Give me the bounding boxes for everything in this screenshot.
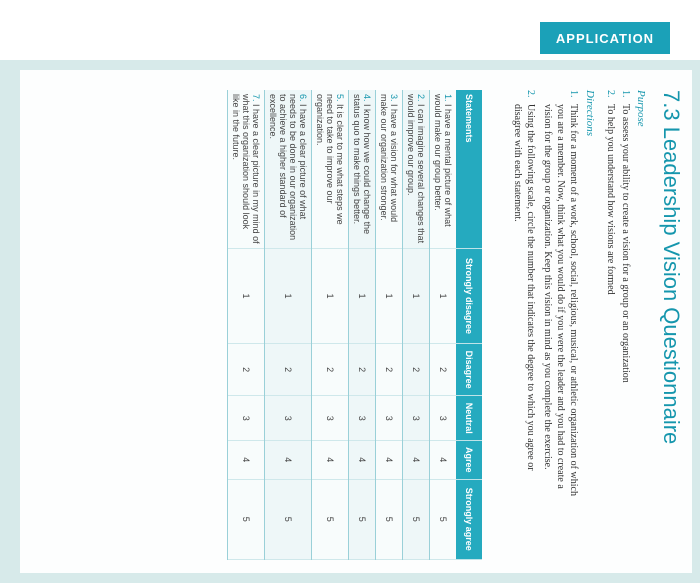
scale-option[interactable]: 5 bbox=[227, 479, 265, 560]
scale-option[interactable]: 4 bbox=[402, 440, 430, 480]
statement-text: It is clear to me what steps we need to … bbox=[315, 94, 345, 225]
column-header: Strongly disagree bbox=[456, 248, 482, 344]
statement-text: I have a mental picture of what would ma… bbox=[433, 94, 453, 227]
questionnaire-sheet: 7.3 Leadership Vision Questionnaire Purp… bbox=[20, 70, 692, 573]
purpose-number: 1. bbox=[620, 90, 631, 98]
column-header: Agree bbox=[456, 440, 482, 480]
directions-line: vision for the group or organization. Ke… bbox=[542, 90, 553, 470]
purpose-item: 2. To help you understand how visions are… bbox=[605, 90, 616, 295]
directions-text: disagree with each statement. bbox=[512, 104, 523, 222]
statement-cell: 6. I have a clear picture of what needs … bbox=[264, 90, 312, 249]
directions-line: you are a member. Now, think what you wo… bbox=[555, 90, 566, 489]
statement-number: 6. bbox=[298, 94, 308, 102]
scale-option[interactable]: 1 bbox=[311, 248, 349, 344]
purpose-text: To help you understand how visions are f… bbox=[605, 104, 616, 295]
column-header: Strongly agree bbox=[456, 479, 482, 560]
statement-number: 4. bbox=[362, 94, 372, 102]
statement-cell: 7. I have a clear picture in my mind of … bbox=[227, 90, 265, 249]
column-header: Statements bbox=[456, 90, 482, 249]
purpose-item: 1. To assess your ability to create a vis… bbox=[620, 90, 631, 383]
statement-number: 7. bbox=[251, 94, 261, 102]
statement-number: 2. bbox=[416, 94, 426, 102]
directions-text: Using the following scale, circle the nu… bbox=[525, 104, 536, 471]
scale-option[interactable]: 2 bbox=[402, 343, 430, 396]
page-title: 7.3 Leadership Vision Questionnaire bbox=[659, 90, 684, 445]
scale-option[interactable]: 3 bbox=[402, 395, 430, 441]
scale-option[interactable]: 5 bbox=[402, 479, 430, 560]
scale-option[interactable]: 2 bbox=[375, 343, 403, 396]
statement-cell: 4. I know how we could change the status… bbox=[348, 90, 376, 249]
scale-option[interactable]: 2 bbox=[348, 343, 376, 396]
statement-cell: 3. I have a vision for what would make o… bbox=[375, 90, 403, 249]
scale-option[interactable]: 1 bbox=[264, 248, 312, 344]
directions-heading: Directions bbox=[584, 90, 596, 137]
scale-option[interactable]: 3 bbox=[227, 395, 265, 441]
scale-option[interactable]: 5 bbox=[375, 479, 403, 560]
scale-option[interactable]: 1 bbox=[402, 248, 430, 344]
table-row: 5. It is clear to me what steps we need … bbox=[311, 90, 349, 560]
scale-option[interactable]: 4 bbox=[264, 440, 312, 480]
table-row: 7. I have a clear picture in my mind of … bbox=[227, 90, 265, 560]
table-header-row: Statements Strongly disagree Disagree Ne… bbox=[456, 90, 482, 560]
directions-number: 1. bbox=[568, 90, 579, 98]
directions-text: Think for a moment of a work, school, so… bbox=[568, 104, 579, 496]
scale-option[interactable]: 2 bbox=[227, 343, 265, 396]
scale-option[interactable]: 4 bbox=[227, 440, 265, 480]
table-row: 3. I have a vision for what would make o… bbox=[375, 90, 403, 560]
directions-line: 1. Think for a moment of a work, school, … bbox=[568, 90, 579, 496]
directions-line: disagree with each statement. bbox=[512, 90, 523, 222]
directions-line: 2. Using the following scale, circle the … bbox=[525, 90, 536, 471]
scale-option[interactable]: 1 bbox=[348, 248, 376, 344]
table-row: 1. I have a mental picture of what would… bbox=[429, 90, 456, 560]
scale-option[interactable]: 2 bbox=[264, 343, 312, 396]
statement-text: I can imagine several changes that would… bbox=[406, 94, 426, 244]
statement-text: I have a clear picture of what needs to … bbox=[268, 94, 308, 241]
scale-option[interactable]: 1 bbox=[375, 248, 403, 344]
statement-cell: 5. It is clear to me what steps we need … bbox=[311, 90, 349, 249]
table-row: 6. I have a clear picture of what needs … bbox=[264, 90, 312, 560]
purpose-number: 2. bbox=[605, 90, 616, 98]
scale-option[interactable]: 5 bbox=[264, 479, 312, 560]
purpose-text: To assess your ability to create a visio… bbox=[620, 104, 631, 383]
scale-option[interactable]: 5 bbox=[348, 479, 376, 560]
statement-cell: 1. I have a mental picture of what would… bbox=[429, 90, 456, 249]
scale-option[interactable]: 1 bbox=[227, 248, 265, 344]
scale-option[interactable]: 4 bbox=[429, 440, 456, 480]
scale-option[interactable]: 2 bbox=[429, 343, 456, 396]
table-row: 2. I can imagine several changes that wo… bbox=[402, 90, 430, 560]
scale-option[interactable]: 1 bbox=[429, 248, 456, 344]
purpose-heading: Purpose bbox=[635, 90, 647, 127]
scale-option[interactable]: 5 bbox=[429, 479, 456, 560]
scale-option[interactable]: 3 bbox=[375, 395, 403, 441]
table-row: 4. I know how we could change the status… bbox=[348, 90, 376, 560]
directions-number: 2. bbox=[525, 90, 536, 98]
scale-option[interactable]: 2 bbox=[311, 343, 349, 396]
scale-option[interactable]: 3 bbox=[348, 395, 376, 441]
directions-text: you are a member. Now, think what you wo… bbox=[555, 104, 566, 489]
column-header: Neutral bbox=[456, 395, 482, 441]
application-tab: APPLICATION bbox=[540, 22, 670, 54]
statement-number: 5. bbox=[335, 94, 345, 102]
scale-option[interactable]: 3 bbox=[429, 395, 456, 441]
scale-option[interactable]: 3 bbox=[311, 395, 349, 441]
scale-option[interactable]: 4 bbox=[311, 440, 349, 480]
statement-text: I have a vision for what would make our … bbox=[379, 94, 399, 223]
scale-option[interactable]: 4 bbox=[348, 440, 376, 480]
scale-option[interactable]: 3 bbox=[264, 395, 312, 441]
statement-cell: 2. I can imagine several changes that wo… bbox=[402, 90, 430, 249]
scale-option[interactable]: 5 bbox=[311, 479, 349, 560]
statement-number: 1. bbox=[443, 94, 453, 102]
statement-text: I know how we could change the status qu… bbox=[352, 94, 372, 235]
statement-text: I have a clear picture in my mind of wha… bbox=[231, 94, 261, 244]
questionnaire-table: Statements Strongly disagree Disagree Ne… bbox=[227, 90, 482, 560]
rotated-page: 7.3 Leadership Vision Questionnaire Purp… bbox=[20, 70, 692, 573]
statement-number: 3. bbox=[389, 94, 399, 102]
scale-option[interactable]: 4 bbox=[375, 440, 403, 480]
directions-text: vision for the group or organization. Ke… bbox=[542, 104, 553, 470]
column-header: Disagree bbox=[456, 343, 482, 396]
